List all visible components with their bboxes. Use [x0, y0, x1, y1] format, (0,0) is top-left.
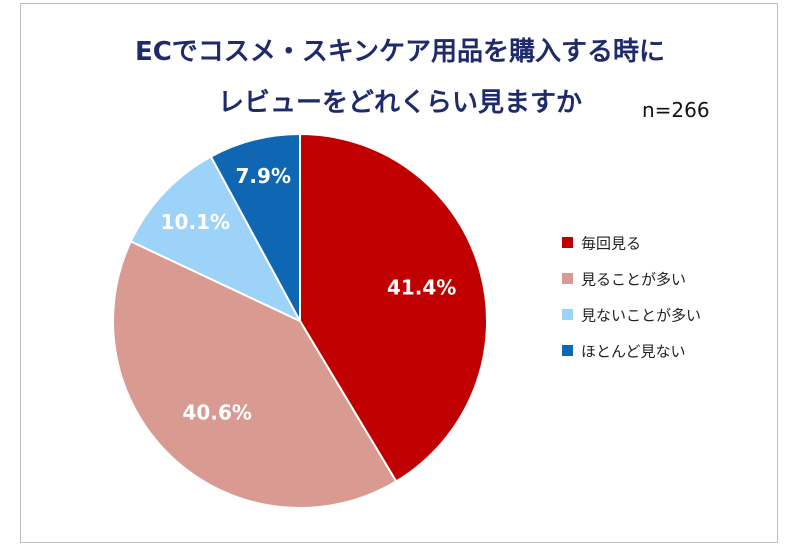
sample-size-label: n=266 [642, 98, 710, 122]
legend-label: 見ないことが多い [581, 306, 702, 325]
legend-label: 見ることが多い [581, 270, 687, 289]
legend-swatch [562, 309, 573, 320]
legend-swatch [562, 273, 573, 284]
pie-slice-often-view [112, 240, 398, 509]
legend-item-rarely-view: ほとんど見ない [562, 342, 701, 378]
legend-item-often-not-view: 見ないことが多い [562, 306, 701, 342]
chart-legend: 毎回見る 見ることが多い 見ないことが多い ほとんど見ない [562, 234, 701, 378]
data-label-often-not-view: 10.1% [161, 210, 230, 234]
legend-label: 毎回見る [581, 234, 642, 253]
pie-slice-every-time [299, 132, 488, 483]
legend-item-often-view: 見ることが多い [562, 270, 701, 306]
pie-slice-often-not-view [129, 155, 303, 324]
legend-label: ほとんど見ない [581, 342, 686, 361]
chart-subtitle: レビューをどれくらい見ますか [217, 88, 582, 118]
legend-item-every-time: 毎回見る [562, 234, 701, 270]
data-label-often-view: 40.6% [183, 401, 252, 425]
data-label-every-time: 41.4% [387, 275, 456, 299]
legend-swatch [562, 345, 573, 356]
legend-swatch [562, 237, 573, 248]
pie-slice-rarely-view [209, 132, 301, 322]
chart-title: ECでコスメ・スキンケア用品を購入する時に [134, 37, 666, 67]
data-label-rarely-view: 7.9% [236, 164, 291, 188]
